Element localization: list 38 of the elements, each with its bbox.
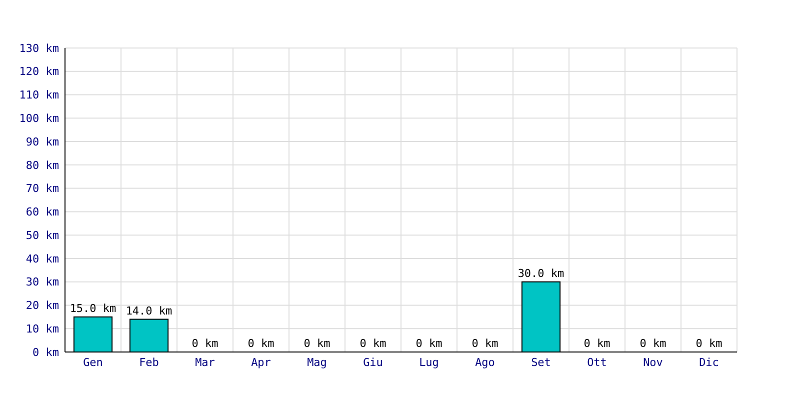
x-tick-label: Dic: [699, 356, 719, 369]
y-tick-label: 90 km: [26, 135, 60, 148]
y-tick-label: 130 km: [19, 42, 60, 55]
data-label: 0 km: [472, 337, 499, 350]
y-tick-label: 20 km: [26, 299, 60, 312]
x-tick-label: Gen: [83, 356, 103, 369]
y-tick-label: 0 km: [32, 346, 60, 359]
y-tick-label: 120 km: [19, 65, 60, 78]
y-tick-label: 110 km: [19, 88, 60, 102]
y-tick-label: 40 km: [26, 252, 60, 266]
y-tick-label: 60 km: [26, 206, 60, 219]
data-label: 14.0 km: [126, 304, 173, 318]
data-label: 0 km: [304, 337, 331, 350]
x-tick-label: Apr: [251, 356, 272, 369]
data-label: 30.0 km: [518, 266, 565, 280]
x-tick-label: Lug: [419, 356, 439, 369]
data-label: 0 km: [192, 337, 219, 350]
x-tick-label: Feb: [139, 356, 159, 369]
data-label: 0 km: [696, 337, 723, 350]
data-label: 0 km: [584, 337, 611, 350]
y-tick-label: 10 km: [26, 322, 60, 336]
y-tick-label: 100 km: [19, 112, 60, 126]
y-tick-label: 50 km: [26, 228, 60, 242]
x-tick-label: Mar: [195, 356, 216, 369]
y-tick-label: 70 km: [26, 182, 60, 196]
x-tick-label: Ott: [587, 356, 607, 369]
data-label: 15.0 km: [70, 302, 117, 315]
x-tick-label: Nov: [643, 356, 664, 369]
x-tick-label: Set: [531, 356, 551, 369]
x-tick-label: Ago: [475, 356, 495, 369]
data-label: 0 km: [416, 337, 443, 350]
y-tick-label: 80 km: [26, 158, 60, 172]
x-tick-label: Giu: [363, 356, 383, 369]
y-tick-label: 30 km: [26, 276, 60, 289]
data-label: 0 km: [360, 337, 387, 350]
data-label: 0 km: [248, 337, 275, 350]
data-label: 0 km: [640, 337, 667, 350]
x-tick-label: Mag: [307, 356, 327, 369]
